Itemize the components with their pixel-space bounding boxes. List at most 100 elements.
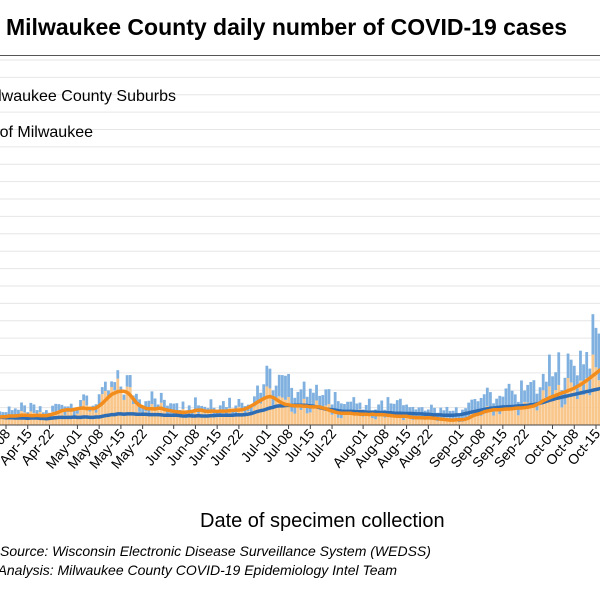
bar-suburbs [498,414,502,425]
bar-city [454,407,458,418]
bar-city [190,410,194,417]
bar-suburbs [82,400,86,425]
bar-suburbs [476,414,480,425]
bar-suburbs [367,410,371,425]
bar-city [321,395,325,407]
bar-city [277,374,281,397]
bar-suburbs [516,415,520,425]
bar-suburbs [246,411,250,425]
bar-city [569,359,573,383]
bar-suburbs [48,416,51,425]
bar-suburbs [563,404,567,425]
bar-suburbs [147,414,151,425]
bar-suburbs [520,404,523,425]
bar-suburbs [510,408,514,425]
bar-city [343,404,346,414]
bar-city [588,368,592,396]
bar-suburbs [479,415,483,425]
bar-suburbs [280,397,284,425]
bar-city [79,399,82,410]
bar-suburbs [172,415,176,425]
bar-city [501,396,505,411]
bar-suburbs [402,420,405,425]
x-axis-label: Date of specimen collection [200,510,445,532]
bar-city [169,403,172,414]
bar-suburbs [200,411,204,425]
bar-suburbs [119,392,123,425]
bar-city [482,394,486,414]
bar-city [476,401,480,415]
bar-city [439,407,443,418]
bar-suburbs [554,390,558,425]
bar-city [268,368,272,389]
bar-city [82,394,86,401]
bar-suburbs [259,403,263,425]
bar-suburbs [389,417,393,425]
bar-suburbs [482,413,486,425]
bar-city [128,375,132,388]
bar-city [585,352,589,378]
bar-city [100,387,104,395]
bar-suburbs [551,397,554,425]
bar-suburbs [305,413,309,425]
bar-suburbs [495,409,499,425]
bar-city [159,392,163,403]
bar-city [582,364,585,395]
bar-suburbs [560,407,564,425]
bar-suburbs [529,406,533,425]
line-suburbs-average [0,367,600,422]
bar-suburbs [349,413,353,425]
bar-suburbs [489,409,492,425]
bar-suburbs [371,418,374,425]
bar-city [85,395,89,406]
bar-suburbs [582,394,585,425]
bar-city [445,406,449,418]
bar-suburbs [271,406,275,425]
bar-city [54,403,58,413]
bar-city [548,354,551,387]
bar-city [13,408,17,418]
bar-suburbs [457,422,461,425]
bar-city [141,405,145,414]
bar-suburbs [197,413,200,425]
bar-city [367,398,371,411]
bar-suburbs [523,401,526,425]
bar-suburbs [262,399,266,425]
bar-suburbs [63,414,67,425]
bar-suburbs [464,417,467,425]
bar-city [125,375,129,387]
bar-city [398,398,402,415]
bar-suburbs [383,417,387,425]
bar-suburbs [330,414,334,425]
bar-suburbs [0,416,2,425]
bar-city [498,395,502,415]
bar-city [597,333,600,381]
bar-suburbs [318,409,322,425]
bar-city [541,373,545,391]
bar-city [510,390,514,409]
bar-city [436,412,440,422]
bar-suburbs [358,409,362,425]
bar-suburbs [544,402,548,425]
bar-city [172,403,176,416]
bar-city [529,381,533,407]
bar-suburbs [162,409,166,425]
bar-suburbs [287,397,290,425]
bar-city [44,410,48,415]
bar-suburbs [234,416,238,425]
bar-city [358,402,362,410]
bar-suburbs [575,399,579,425]
bar-suburbs [597,380,600,425]
bar-city [485,387,489,406]
bar-suburbs [156,409,160,425]
bar-city [280,375,284,398]
bar-suburbs [532,403,536,425]
bar-city [181,401,185,409]
bar-city [237,398,241,407]
bar-city [346,401,349,414]
bar-suburbs [215,417,219,425]
bar-suburbs [10,418,14,425]
bar-suburbs [212,415,216,425]
x-axis [0,424,600,429]
bar-city [377,404,381,413]
